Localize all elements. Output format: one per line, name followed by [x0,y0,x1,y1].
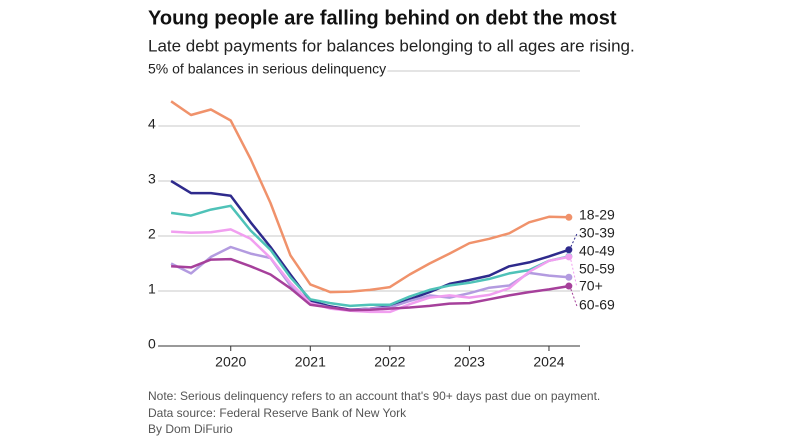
y-tick-label: 5% of balances in serious delinquency [148,61,386,77]
leader [570,259,578,288]
legend-label: 70+ [579,278,603,294]
series-line [171,257,570,312]
end-point [565,282,573,290]
y-tick-label: 0 [148,336,156,352]
y-tick-label: 3 [148,171,156,187]
series-line [171,228,570,314]
leader [570,288,578,307]
note: Note: Serious delinquency refers to an a… [148,389,600,403]
series-line [170,245,570,312]
x-tick-label: 2022 [374,354,405,370]
series-line [170,100,569,294]
source: Data source: Federal Reserve Bank of New… [148,406,407,420]
legend-label: 50-59 [579,261,615,277]
chart-title: Young people are falling behind on debt … [148,7,617,29]
end-point [565,253,573,261]
chart-subtitle: Late debt payments for balances belongin… [148,36,635,55]
series-line [170,204,570,308]
byline: By Dom DiFurio [148,422,233,436]
legend-label: 30-39 [579,225,615,241]
y-tick-label: 2 [148,226,156,242]
x-tick-label: 2023 [454,354,485,370]
x-tick-label: 2024 [533,354,564,370]
x-tick-label: 2021 [295,354,326,370]
legend-label: 40-49 [579,243,615,259]
legend-label: 60-69 [579,297,615,313]
end-point [565,273,573,281]
x-tick-label: 2020 [215,354,246,370]
y-tick-label: 4 [148,116,156,132]
end-point [565,213,573,221]
y-tick-label: 1 [148,281,156,297]
end-point [565,246,573,254]
legend-label: 18-29 [579,207,615,223]
